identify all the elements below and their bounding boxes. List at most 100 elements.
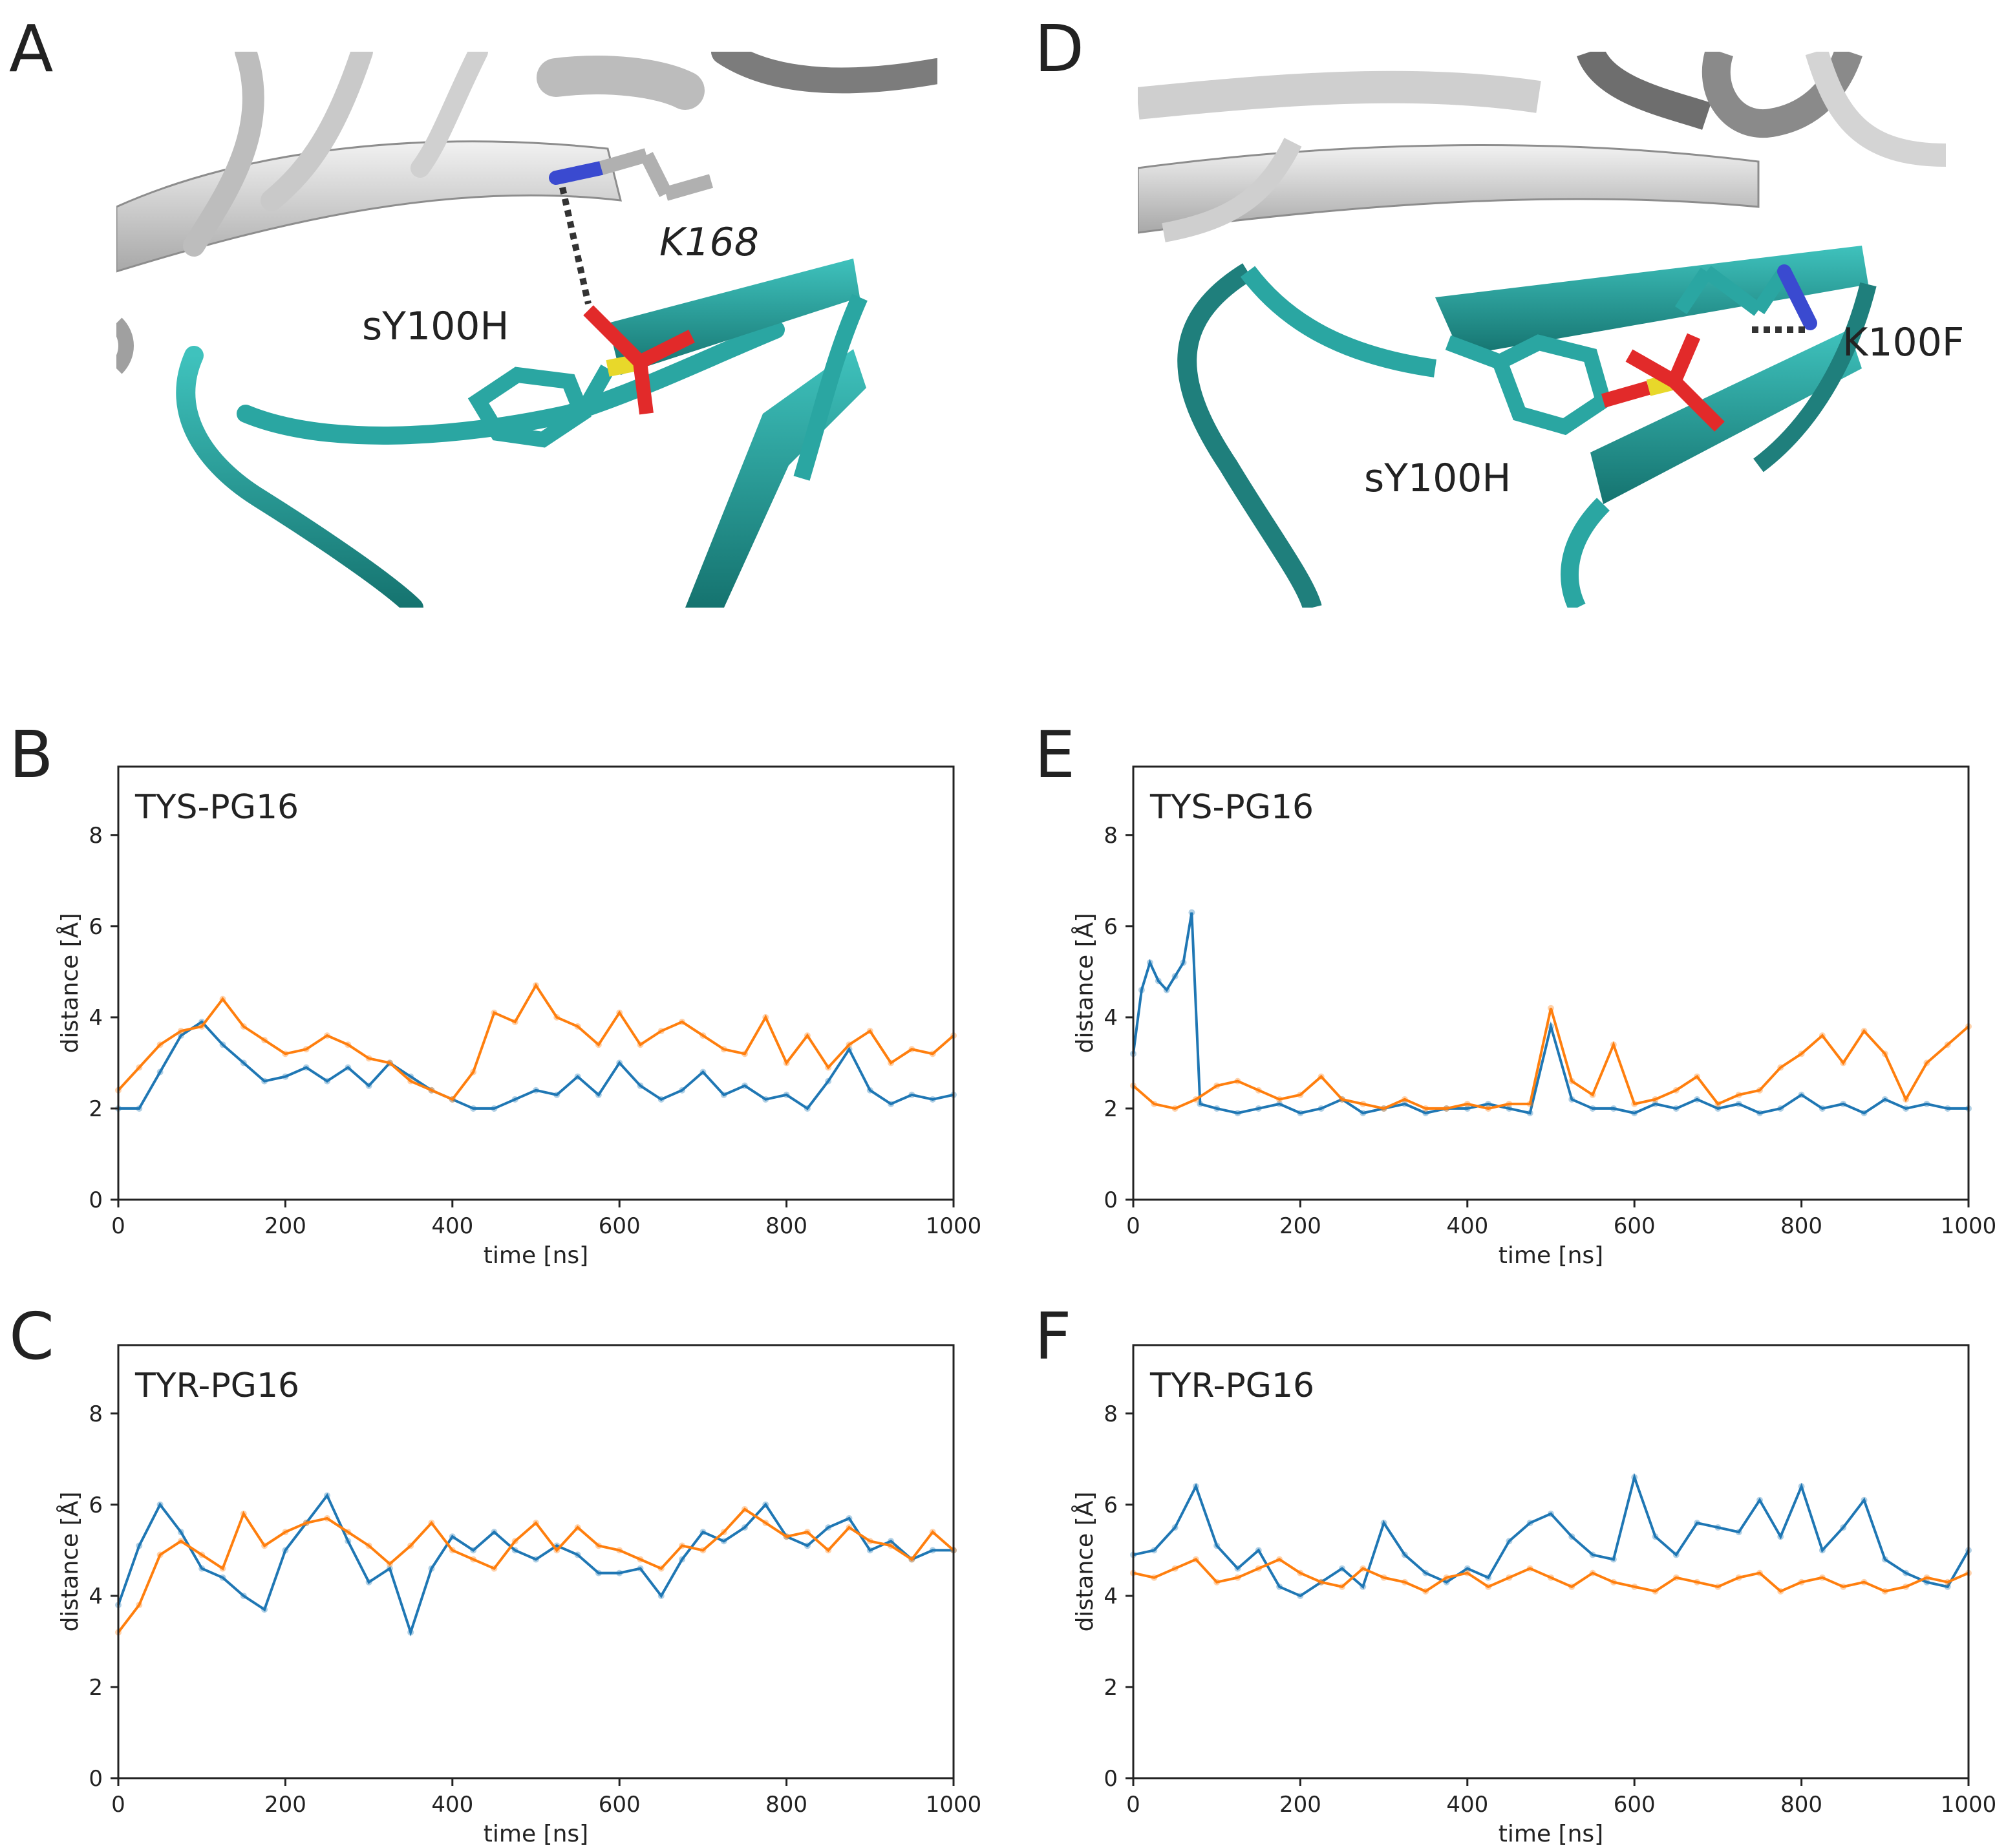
data-point (1401, 1578, 1408, 1586)
data-point (1526, 1520, 1533, 1527)
data-point (1360, 1110, 1367, 1116)
x-tick-label: 800 (1780, 1792, 1822, 1818)
data-point (1485, 1105, 1492, 1112)
data-point (1756, 1087, 1763, 1094)
data-point (1255, 1547, 1262, 1554)
data-point (1735, 1529, 1742, 1536)
data-point (1777, 1588, 1784, 1595)
data-point (407, 1078, 414, 1085)
data-point (1155, 977, 1162, 984)
plot-frame (1132, 1344, 1970, 1779)
data-point (1672, 1551, 1680, 1558)
chart-title: TYS-PG16 (1149, 788, 1314, 827)
data-point (1506, 1100, 1513, 1107)
data-point (1255, 1087, 1262, 1094)
data-point (1192, 1483, 1199, 1490)
data-point (804, 1542, 811, 1549)
data-point (1443, 1105, 1450, 1112)
data-point (303, 1520, 310, 1527)
data-point (1526, 1565, 1533, 1572)
data-point (1756, 1496, 1763, 1503)
data-point (1798, 1091, 1805, 1098)
data-point (1255, 1565, 1262, 1572)
data-point (574, 1073, 581, 1080)
y-tick-label: 4 (1104, 1005, 1118, 1031)
data-point (1276, 1096, 1283, 1103)
data-point (1840, 1583, 1847, 1590)
data-point (1213, 1578, 1221, 1586)
data-point (261, 1037, 268, 1044)
y-tick-label: 2 (1104, 1675, 1118, 1701)
data-point (762, 1014, 769, 1021)
data-point (1360, 1100, 1367, 1107)
data-point (1672, 1574, 1680, 1581)
data-point (1548, 1004, 1554, 1012)
data-point (1589, 1105, 1596, 1112)
data-point (1631, 1100, 1638, 1107)
y-tick-label: 8 (1104, 823, 1118, 849)
y-tick-label: 8 (1104, 1401, 1118, 1427)
x-tick-label: 800 (1780, 1213, 1822, 1239)
data-point (1318, 1578, 1325, 1586)
panel-letter-a: A (9, 11, 54, 87)
data-point (1548, 1574, 1554, 1581)
data-point (1422, 1110, 1429, 1116)
data-point (156, 1551, 164, 1558)
data-point (1297, 1569, 1304, 1577)
data-point (282, 1050, 289, 1057)
chart-c-tyr-pg16: 0 200 400 600 800 1000 0 2 4 6 8 time [ns] distance … (56, 1344, 981, 1847)
chart-f-tyr-pg16: 0 200 400 600 800 1000 0 2 4 6 8 time [ns] distance … (1071, 1344, 1996, 1847)
gray-ribbon (116, 52, 937, 374)
data-point (491, 1565, 498, 1572)
data-point (177, 1028, 184, 1035)
data-point (324, 1492, 330, 1499)
data-point (1903, 1105, 1910, 1112)
x-tick-label: 0 (111, 1792, 125, 1818)
lysine-sticks (1674, 264, 1817, 330)
data-point (804, 1105, 811, 1112)
data-point (303, 1064, 310, 1071)
data-point (1881, 1096, 1888, 1103)
x-axis-label: time [ns] (1499, 1821, 1603, 1847)
data-point (1171, 1105, 1179, 1112)
data-point (574, 1524, 581, 1531)
data-point (136, 1105, 143, 1112)
data-point (428, 1087, 435, 1094)
data-point (1923, 1100, 1930, 1107)
data-point (783, 1533, 790, 1540)
y-tick-label: 6 (1104, 1492, 1118, 1518)
data-point (1568, 1583, 1575, 1590)
series-line-2 (117, 982, 955, 1101)
data-point (1526, 1100, 1533, 1107)
data-point (1861, 1028, 1868, 1035)
data-point (616, 1569, 623, 1577)
data-point (1714, 1524, 1722, 1531)
data-point (846, 1524, 853, 1531)
data-point (1589, 1091, 1596, 1098)
x-tick-label: 600 (1614, 1213, 1656, 1239)
data-point (1861, 1110, 1868, 1116)
y-tick-label: 6 (89, 1492, 103, 1518)
data-point (679, 1018, 686, 1025)
data-point (699, 1068, 707, 1076)
data-point (1944, 1578, 1951, 1586)
data-point (1548, 1510, 1554, 1517)
data-point (1339, 1096, 1345, 1103)
series-line-2 (1132, 1008, 1970, 1110)
x-tick-label: 1000 (1941, 1213, 1997, 1239)
x-tick-label: 400 (431, 1792, 473, 1818)
data-point (449, 1533, 456, 1540)
data-point (386, 1565, 393, 1572)
x-tick-label: 200 (1279, 1213, 1321, 1239)
data-point (1861, 1578, 1868, 1586)
x-tick-label: 800 (765, 1213, 807, 1239)
data-point (491, 1105, 498, 1112)
data-point (1276, 1556, 1283, 1563)
data-point (1422, 1105, 1429, 1112)
data-point (1610, 1556, 1617, 1563)
data-point (198, 1023, 206, 1030)
data-point (345, 1538, 352, 1545)
y-tick-label: 2 (89, 1675, 103, 1701)
data-point (1192, 1096, 1199, 1103)
data-point (407, 1629, 414, 1636)
